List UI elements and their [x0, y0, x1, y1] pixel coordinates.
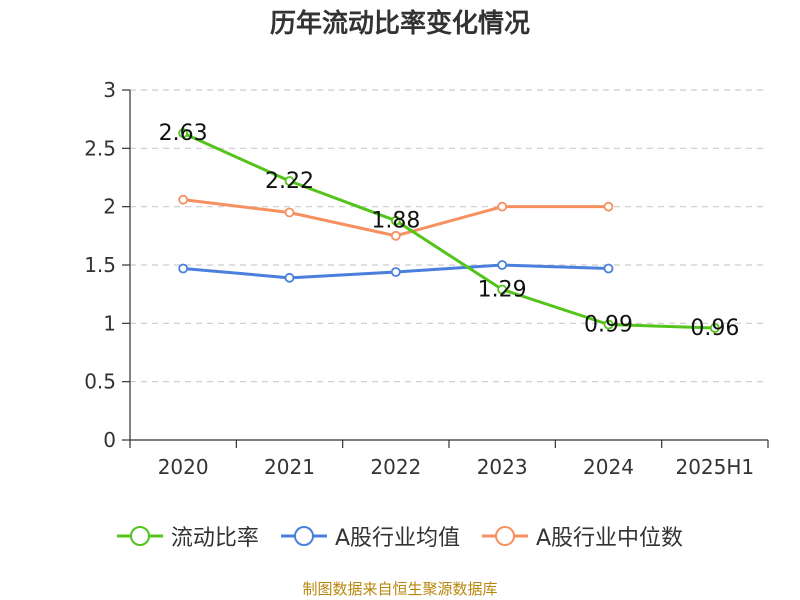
axes: 0 0.5 1 1.5 2 2.5 3 2020 2021 2022 2023 2024 2025H1: [84, 78, 769, 479]
y-tick-label: 0.5: [84, 370, 116, 394]
data-point: [603, 319, 614, 330]
legend-label: A股行业均值: [334, 526, 460, 551]
data-label: 0.99: [584, 313, 633, 338]
data-label: 1.88: [371, 209, 420, 234]
y-tick-label: 3: [103, 78, 116, 102]
data-point: [390, 267, 401, 277]
data-point: [497, 260, 508, 270]
data-point: [390, 230, 401, 241]
legend-label: 流动比率: [170, 526, 259, 551]
legend-item[interactable]: A股行业中位数: [482, 520, 683, 552]
data-point: [603, 263, 614, 274]
legend: 流动比率 A股行业均值 A股行业中位数: [0, 516, 800, 556]
data-label: 2.22: [265, 169, 314, 194]
y-tick-label: 1.5: [84, 253, 116, 277]
data-label: 2.63: [159, 121, 208, 146]
legend-label: A股行业中位数: [536, 526, 684, 551]
legend-swatch-icon: [482, 526, 528, 546]
x-tick-label: 2024: [583, 455, 634, 479]
data-point: [497, 284, 508, 295]
data-point: [390, 215, 401, 226]
y-tick-label: 0: [103, 428, 116, 452]
data-label: 1.29: [478, 278, 527, 303]
legend-swatch-icon: [280, 526, 327, 546]
x-tick-label: 2023: [477, 455, 528, 479]
source-note: 制图数据来自恒生聚源数据库: [302, 580, 498, 598]
legend-swatch-icon: [116, 526, 163, 546]
data-labels: 2.63 2.22 1.88 1.29 0.99 0.96: [159, 121, 740, 341]
y-tick-label: 2: [103, 195, 116, 219]
legend-item[interactable]: 流动比率: [116, 520, 259, 552]
legend-item[interactable]: A股行业均值: [280, 520, 460, 552]
chart-title: 历年流动比率变化情况: [269, 9, 530, 39]
data-point: [709, 323, 720, 333]
grid-lines: [130, 89, 768, 383]
x-tick-label: 2025H1: [675, 455, 754, 479]
x-tick-label: 2021: [264, 455, 315, 479]
x-tick-label: 2022: [370, 455, 421, 479]
data-point: [284, 176, 295, 186]
y-tick-label: 2.5: [84, 136, 116, 160]
data-point: [178, 263, 189, 274]
data-point: [178, 128, 189, 139]
series-line: [182, 131, 715, 330]
data-point: [284, 272, 295, 283]
data-label: 0.96: [690, 316, 739, 341]
series-lines: [178, 128, 720, 333]
x-tick-label: 2020: [158, 455, 209, 479]
data-point: [603, 201, 614, 212]
data-point: [284, 207, 295, 218]
y-tick-label: 1: [103, 311, 116, 335]
data-point: [497, 201, 508, 212]
data-point: [178, 194, 189, 205]
